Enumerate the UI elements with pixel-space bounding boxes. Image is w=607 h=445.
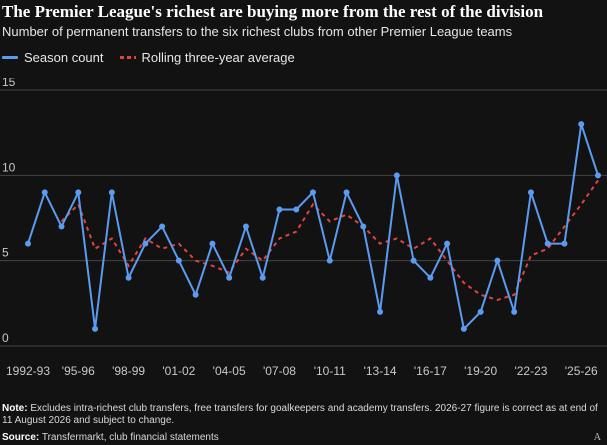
x-tick-label: '01-02	[162, 364, 195, 378]
x-tick-label: '16-17	[414, 364, 447, 378]
series-line-season-count	[27, 123, 599, 331]
data-point-season-count	[343, 189, 350, 196]
data-point-season-count	[209, 240, 216, 247]
data-point-season-count	[142, 240, 149, 247]
data-point-season-count	[494, 257, 501, 264]
legend-item-rolling: Rolling three-year average	[119, 49, 295, 65]
line-chart: 0 5 10 15 1992-93 '95-96 '98-99 '01-02 '04-05 '07…	[0, 78, 607, 378]
data-point-season-count	[226, 274, 233, 281]
note-label: Note:	[2, 403, 28, 414]
x-tick-label: '22-23	[514, 364, 547, 378]
data-point-season-count	[460, 325, 467, 332]
data-point-season-count	[108, 189, 115, 196]
data-point-season-count	[511, 308, 518, 315]
data-point-season-count	[293, 206, 300, 213]
chart-title: The Premier League's richest are buying …	[2, 2, 544, 21]
note-text: Excludes intra-richest club transfers, f…	[2, 403, 598, 426]
legend-label-season: Season count	[24, 49, 104, 65]
data-point-season-count	[561, 240, 568, 247]
y-tick-label: 5	[2, 246, 9, 260]
chart-note: Note: Excludes intra-richest club transf…	[2, 403, 602, 427]
data-point-season-count	[192, 291, 199, 298]
data-point-season-count	[75, 189, 82, 196]
y-tick-label: 10	[2, 160, 16, 174]
data-point-season-count	[377, 308, 384, 315]
source-text: Transfermarkt, club financial statements	[39, 432, 219, 443]
legend-swatch-season	[2, 55, 18, 59]
chart-subtitle: Number of permanent transfers to the six…	[2, 24, 513, 39]
legend-label-rolling: Rolling three-year average	[141, 49, 295, 65]
data-point-season-count	[427, 274, 434, 281]
x-tick-label: '19-20	[464, 364, 497, 378]
x-tick-label: '95-96	[62, 364, 95, 378]
data-point-season-count	[125, 274, 132, 281]
series-line-rolling-average	[60, 179, 599, 301]
x-tick-label: '13-14	[364, 364, 397, 378]
data-point-season-count	[326, 257, 333, 264]
x-tick-label: '25-26	[565, 364, 598, 378]
x-tick-label: '10-11	[314, 364, 346, 378]
data-point-season-count	[410, 257, 417, 264]
y-tick-label: 0	[2, 331, 9, 345]
legend-item-season: Season count	[2, 50, 104, 65]
data-point-season-count	[544, 240, 551, 247]
data-point-season-count	[92, 325, 99, 332]
y-tick-label: 15	[2, 78, 16, 89]
data-point-season-count	[444, 240, 451, 247]
x-tick-label: '98-99	[112, 364, 145, 378]
data-point-season-count	[159, 223, 166, 230]
data-point-season-count	[25, 240, 31, 247]
legend-swatch-rolling	[119, 55, 136, 59]
chart-source: Source: Transfermarkt, club financial st…	[2, 432, 219, 444]
chart-legend: Season count Rolling three-year average	[2, 48, 311, 66]
data-point-season-count	[41, 189, 48, 196]
data-point-season-count	[58, 223, 65, 230]
data-point-season-count	[276, 206, 283, 213]
x-tick-label: '07-08	[263, 364, 296, 378]
data-point-season-count	[595, 172, 601, 179]
data-point-season-count	[310, 189, 316, 196]
data-point-season-count	[360, 223, 367, 230]
brand-logo: A	[593, 432, 601, 443]
x-tick-label: '04-05	[213, 364, 246, 378]
data-point-season-count	[259, 274, 266, 281]
source-label: Source:	[2, 432, 40, 443]
data-point-season-count	[578, 121, 585, 128]
data-point-season-count	[175, 257, 182, 264]
x-tick-label: 1992-93	[6, 364, 50, 378]
data-point-season-count	[242, 223, 249, 230]
data-point-season-count	[527, 189, 534, 196]
data-point-season-count	[477, 308, 484, 315]
data-point-season-count	[393, 172, 400, 179]
